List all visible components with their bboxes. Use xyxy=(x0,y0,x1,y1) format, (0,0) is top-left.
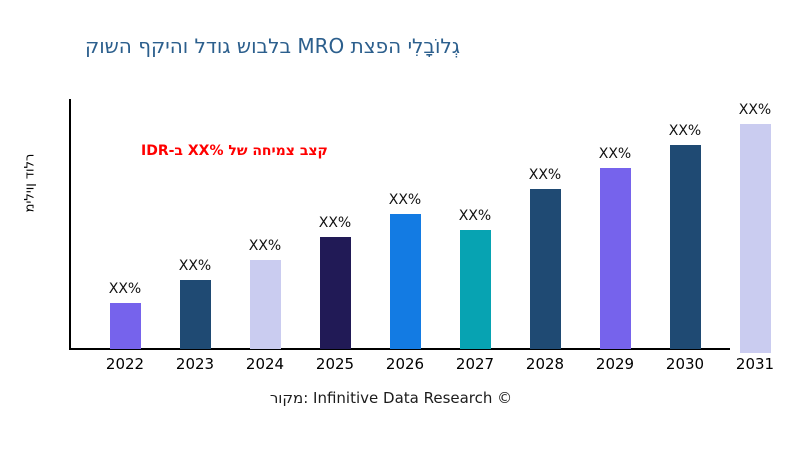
bar-value-label-2031: XX% xyxy=(738,102,772,118)
bar-2023 xyxy=(179,280,211,349)
bar-2026 xyxy=(389,214,421,349)
bar-value-label-2022: XX% xyxy=(108,281,142,297)
x-tick-label-2026: 2026 xyxy=(385,355,425,373)
x-tick-label-2029: 2029 xyxy=(595,355,635,373)
x-tick-label-2025: 2025 xyxy=(315,355,355,373)
x-tick-label-2023: 2023 xyxy=(175,355,215,373)
bar-2027 xyxy=(459,230,491,349)
bar-2029 xyxy=(599,168,631,349)
source-credit: מקור: Infinitive Data Research © xyxy=(269,389,513,407)
x-tick-label-2030: 2030 xyxy=(665,355,705,373)
bar-value-label-2024: XX% xyxy=(248,238,282,254)
x-tick-label-2027: 2027 xyxy=(455,355,495,373)
bar-2025 xyxy=(319,237,351,349)
bar-2028 xyxy=(529,189,561,349)
bar-value-label-2027: XX% xyxy=(458,208,492,224)
bar-2031 xyxy=(739,124,771,353)
bar-value-label-2026: XX% xyxy=(388,192,422,208)
x-tick-label-2031: 2031 xyxy=(735,355,775,373)
bar-2030 xyxy=(669,145,701,349)
bar-value-label-2023: XX% xyxy=(178,258,212,274)
bar-value-label-2029: XX% xyxy=(598,146,632,162)
x-tick-label-2024: 2024 xyxy=(245,355,285,373)
growth-rate-annotation: קצב צמיחה של XX%‎ ב-IDR xyxy=(141,143,328,159)
bar-value-label-2028: XX% xyxy=(528,167,562,183)
bar-2022 xyxy=(109,303,141,349)
x-axis-line xyxy=(69,348,730,350)
y-axis-line xyxy=(69,99,71,349)
bar-value-label-2030: XX% xyxy=(668,123,702,139)
chart-title: גְלוֹבָלִי הפצת MRO בלבוש גודל והיקף השו… xyxy=(85,34,461,58)
x-tick-label-2028: 2028 xyxy=(525,355,565,373)
bar-2024 xyxy=(249,260,281,349)
x-tick-label-2022: 2022 xyxy=(105,355,145,373)
bar-value-label-2025: XX% xyxy=(318,215,352,231)
